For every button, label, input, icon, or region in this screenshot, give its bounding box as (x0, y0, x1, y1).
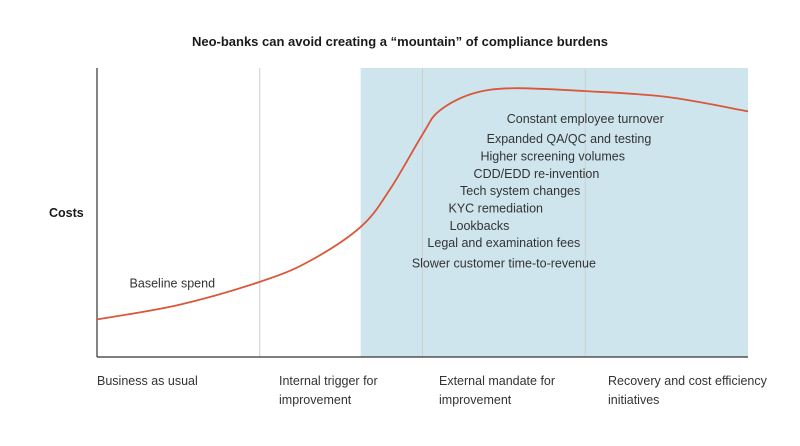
y-axis-label: Costs (49, 206, 84, 220)
x-category-label-2: External mandate for improvement (439, 374, 556, 407)
annotation-3: Higher screening volumes (480, 149, 625, 163)
annotation-6: KYC remediation (448, 202, 543, 216)
x-category-label-3: Recovery and cost efficiency initiatives (608, 374, 767, 407)
x-category-label-1: Internal trigger for improvement (279, 374, 378, 407)
annotation-9: Slower customer time-to-revenue (412, 256, 596, 270)
annotation-7: Lookbacks (450, 219, 510, 233)
annotation-2: Expanded QA/QC and testing (487, 132, 652, 146)
annotation-8: Legal and examination fees (427, 236, 580, 250)
series-line-0 (96, 87, 749, 321)
highlight-region (360, 68, 748, 357)
annotation-1: Constant employee turnover (507, 112, 664, 126)
annotation-5: Tech system changes (460, 184, 580, 198)
chart-title: Neo-banks can avoid creating a “mountain… (191, 34, 609, 49)
annotation-0: Baseline spend (130, 277, 216, 291)
annotation-4: CDD/EDD re-invention (474, 167, 600, 181)
x-category-label-0: Business as usual (97, 374, 198, 388)
